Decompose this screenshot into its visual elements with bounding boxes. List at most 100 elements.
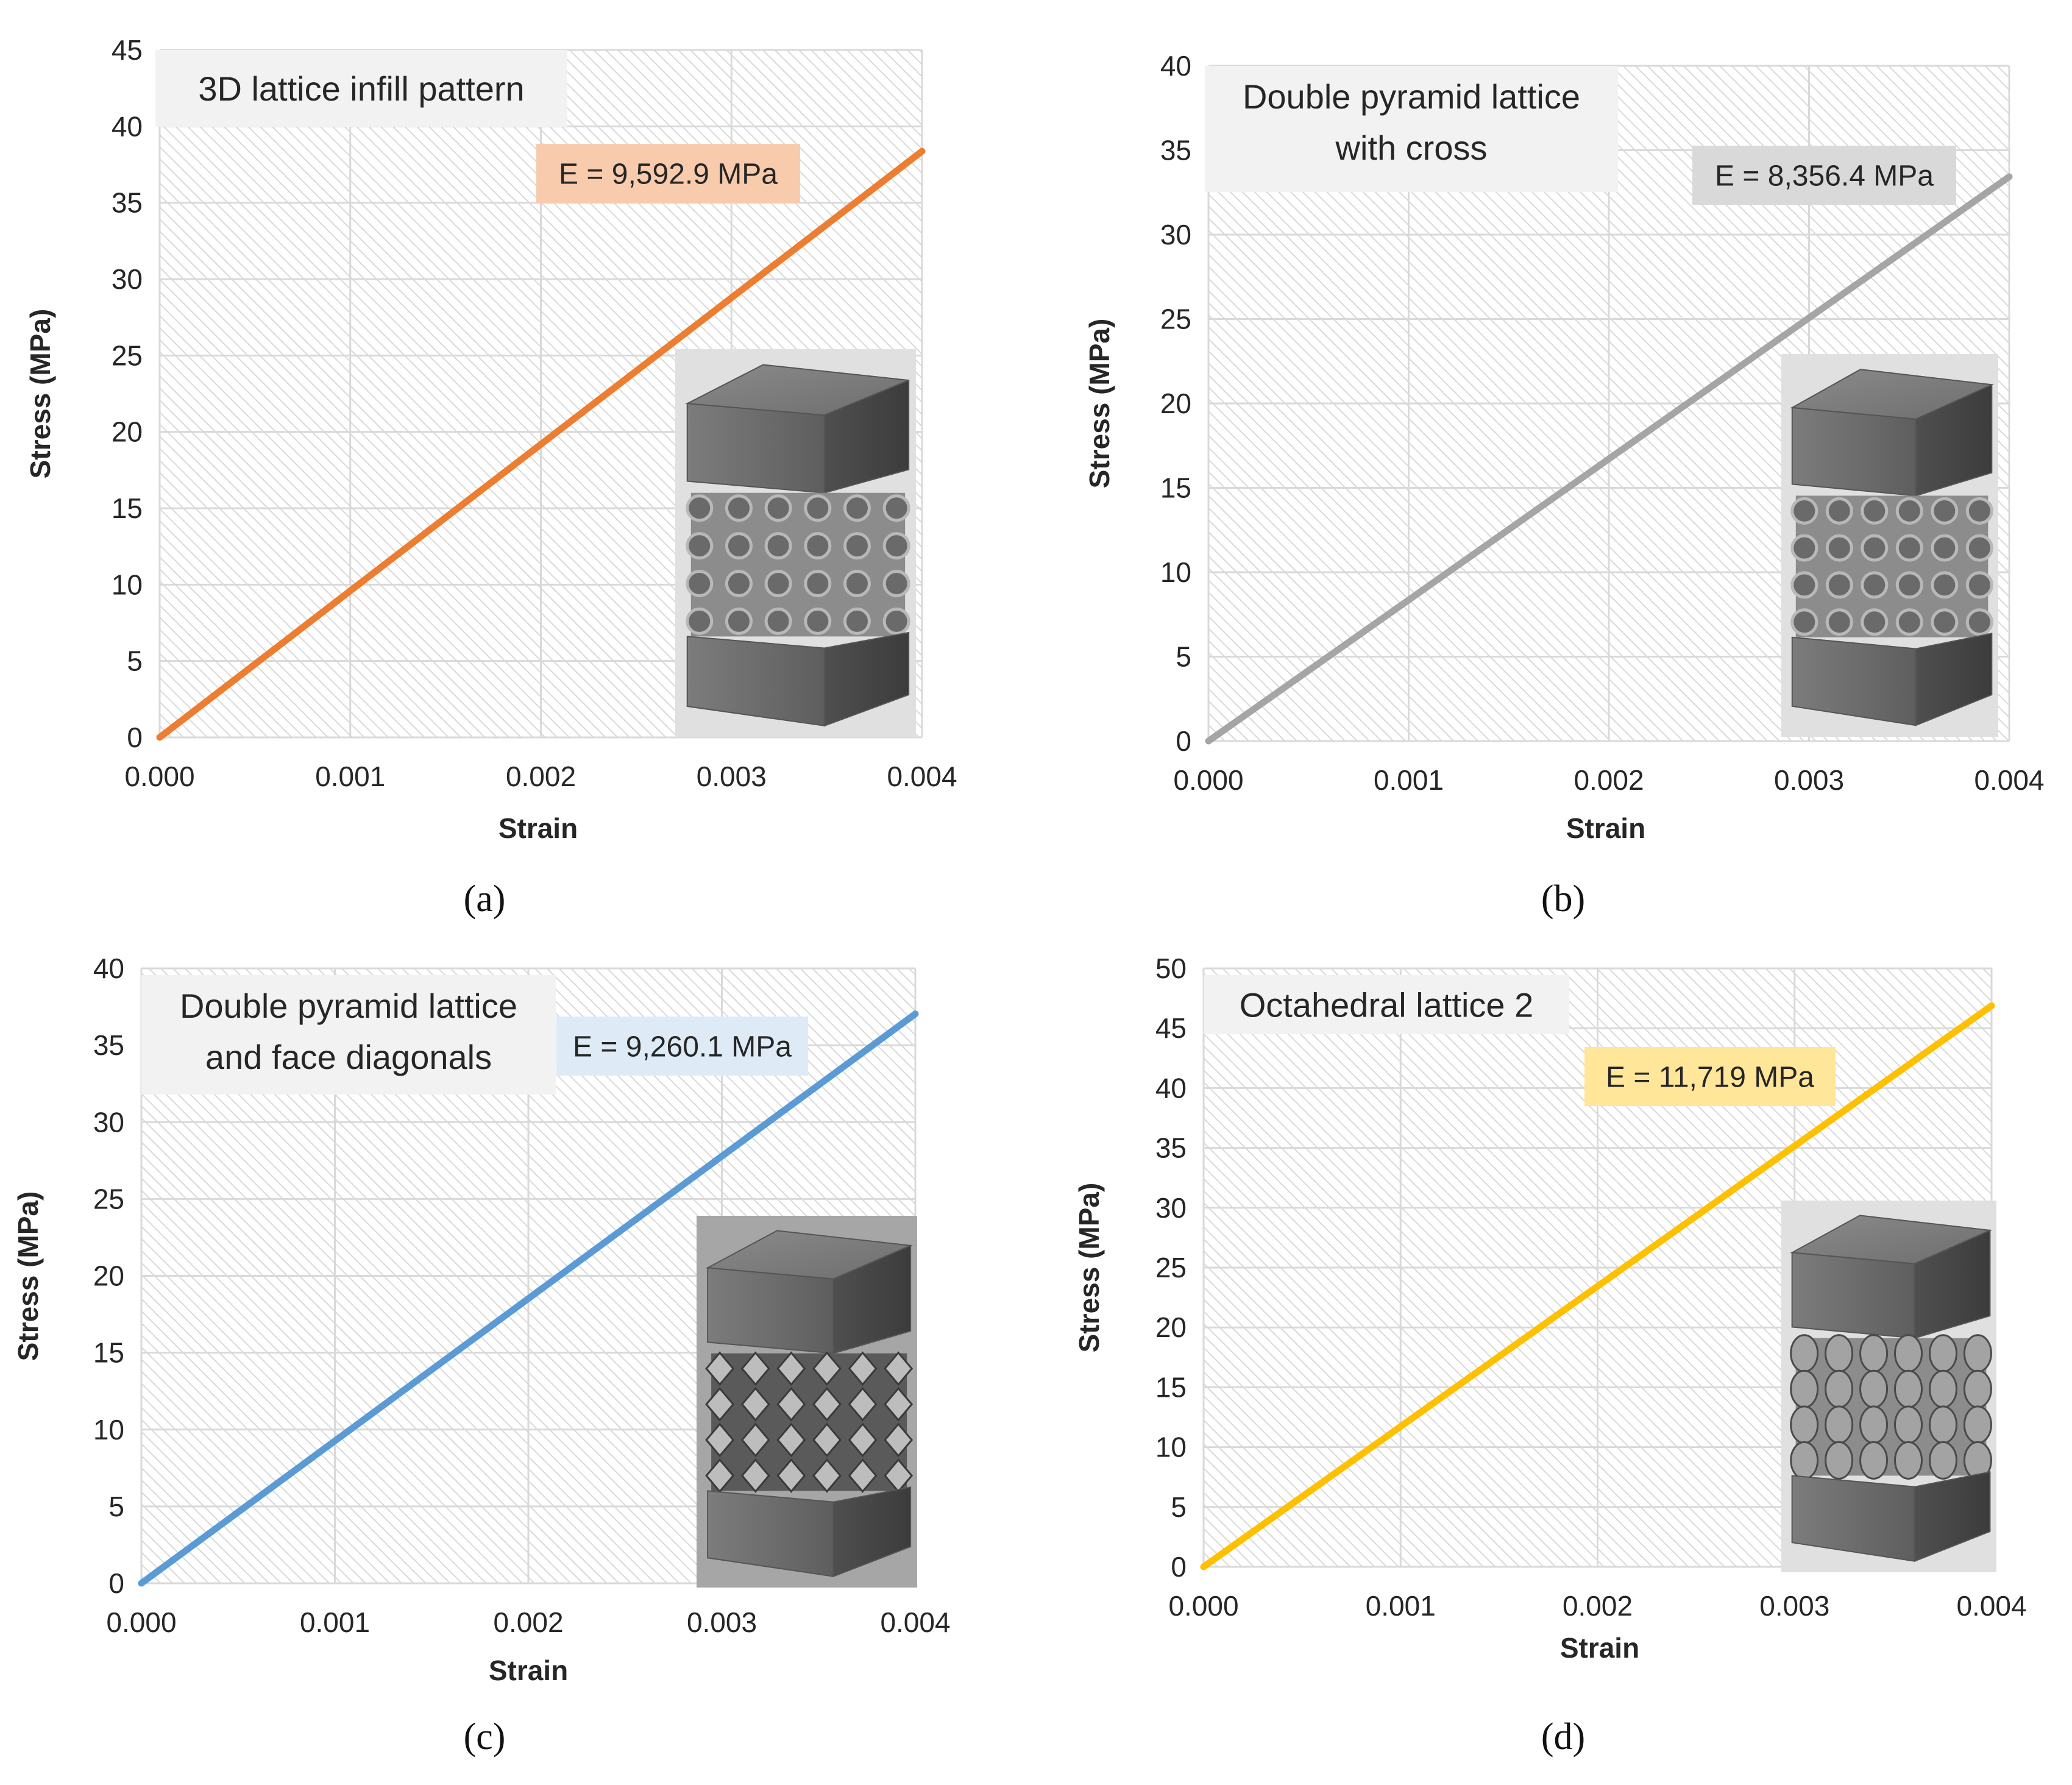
- y-axis-label: Stress (MPa): [24, 309, 56, 479]
- lattice-cell: [1859, 1441, 1889, 1480]
- lattice-cell: [764, 607, 792, 635]
- y-tick-label: 40: [112, 110, 143, 142]
- x-tick-label: 0.003: [697, 761, 767, 792]
- panel-caption: (d): [1541, 1716, 1585, 1758]
- lattice-cell: [764, 532, 792, 560]
- lattice-cell: [1965, 497, 1993, 525]
- x-tick-label: 0.001: [300, 1606, 370, 1638]
- lattice-cell: [884, 1351, 914, 1386]
- y-tick-label: 0: [127, 722, 143, 753]
- y-tick-label: 45: [112, 34, 143, 66]
- y-tick-label: 35: [112, 187, 143, 219]
- lattice-cell: [1928, 1369, 1957, 1408]
- y-tick-label: 25: [93, 1183, 124, 1215]
- x-tick-label: 0.004: [1974, 764, 2044, 796]
- lattice-cell: [725, 607, 753, 635]
- lattice-cell: [1965, 608, 1993, 636]
- lattice-cell: [1790, 1334, 1819, 1373]
- specimen-lattice-core: [690, 492, 906, 637]
- panel-caption: (a): [464, 878, 506, 920]
- y-axis-label: Stress (MPa): [12, 1191, 44, 1361]
- lattice-cell: [725, 532, 753, 560]
- modulus-label-box: [556, 1017, 808, 1076]
- series-line: [1200, 1002, 1995, 1570]
- y-tick-label: 35: [93, 1029, 124, 1061]
- lattice-cell: [1965, 571, 1993, 599]
- lattice-cell: [776, 1458, 806, 1493]
- lattice-cell: [1825, 534, 1853, 562]
- lattice-cell: [776, 1422, 806, 1458]
- specimen-upper-front: [686, 403, 825, 494]
- y-tick-label: 15: [1160, 472, 1191, 504]
- lattice-cell: [1790, 571, 1818, 599]
- lattice-cell: [804, 607, 832, 635]
- lattice-cell: [843, 607, 871, 635]
- x-tick-label: 0.004: [880, 1606, 950, 1638]
- lattice-cell: [1895, 534, 1923, 562]
- lattice-cell: [812, 1386, 842, 1422]
- x-tick-label: 0.002: [1563, 1590, 1633, 1622]
- y-tick-label: 20: [1160, 388, 1191, 419]
- specimen-lattice-core: [1795, 495, 1989, 637]
- chart-title: Double pyramid lattice and face diagonals: [180, 987, 517, 1076]
- x-tick-label: 0.003: [1759, 1590, 1829, 1622]
- y-tick-label: 30: [1155, 1192, 1187, 1224]
- x-axis-label: Strain: [1560, 1632, 1639, 1664]
- specimen-upper-front: [707, 1267, 834, 1354]
- lattice-cell: [686, 569, 714, 597]
- lattice-cell: [848, 1351, 878, 1386]
- lattice-cell: [705, 1351, 735, 1386]
- y-tick-label: 25: [1155, 1252, 1187, 1283]
- lattice-specimen-icon: [705, 1230, 914, 1578]
- lattice-cell: [1861, 534, 1889, 562]
- specimen-upper-front: [1791, 406, 1917, 497]
- lattice-cell: [843, 569, 871, 597]
- panel-caption: (c): [464, 1716, 506, 1758]
- lattice-cell: [740, 1351, 770, 1386]
- y-tick-label: 15: [112, 492, 143, 524]
- lattice-specimen-icon: [1790, 369, 1995, 726]
- lattice-cell: [884, 1386, 914, 1422]
- y-tick-label: 30: [112, 263, 143, 295]
- lattice-cell: [1825, 1369, 1854, 1408]
- lattice-cell: [882, 607, 910, 635]
- modulus-label: E = 11,719 MPa: [1606, 1062, 1814, 1094]
- lattice-cell: [764, 569, 792, 597]
- specimen-lower-side: [823, 631, 910, 727]
- y-tick-label: 20: [93, 1260, 124, 1292]
- lattice-cell: [804, 569, 832, 597]
- y-tick-label: 5: [108, 1491, 124, 1522]
- lattice-cell: [1928, 1441, 1957, 1480]
- y-tick-label: 45: [1155, 1012, 1187, 1044]
- chart-title: Octahedral lattice 2: [1240, 986, 1533, 1024]
- lattice-cell: [1859, 1334, 1889, 1373]
- lattice-cell: [843, 532, 871, 560]
- lattice-cell: [882, 532, 910, 560]
- lattice-cell: [843, 494, 871, 522]
- x-tick-label: 0.001: [315, 761, 385, 792]
- specimen-upper-side: [1914, 1229, 1991, 1340]
- lattice-cell: [1790, 1369, 1819, 1408]
- lattice-cell: [1931, 608, 1959, 636]
- lattice-cell: [1825, 497, 1853, 525]
- lattice-cell: [1825, 1405, 1854, 1444]
- lattice-cell: [1790, 1441, 1819, 1480]
- lattice-cell: [1895, 497, 1923, 525]
- x-tick-label: 0.002: [493, 1606, 563, 1638]
- lattice-cell: [705, 1386, 735, 1422]
- lattice-cell: [1965, 534, 1993, 562]
- modulus-label-box: [536, 144, 800, 203]
- x-tick-label: 0.002: [1574, 764, 1644, 796]
- chart-title-box: [155, 50, 567, 127]
- y-tick-label: 25: [112, 339, 143, 371]
- chart-panel-a: 0 5 10 15 20 25 30 35 40 45 0.000 0.001 0.002 0.003 0.…: [24, 34, 957, 844]
- y-tick-label: 50: [1155, 953, 1187, 984]
- y-tick-label: 25: [1160, 303, 1191, 335]
- lattice-cell: [1894, 1441, 1923, 1480]
- y-tick-label: 0: [1176, 725, 1191, 757]
- lattice-cell: [1861, 608, 1889, 636]
- lattice-cell: [1790, 608, 1818, 636]
- lattice-cell: [1895, 571, 1923, 599]
- chart-title: Double pyramid lattice with cross: [1243, 77, 1580, 167]
